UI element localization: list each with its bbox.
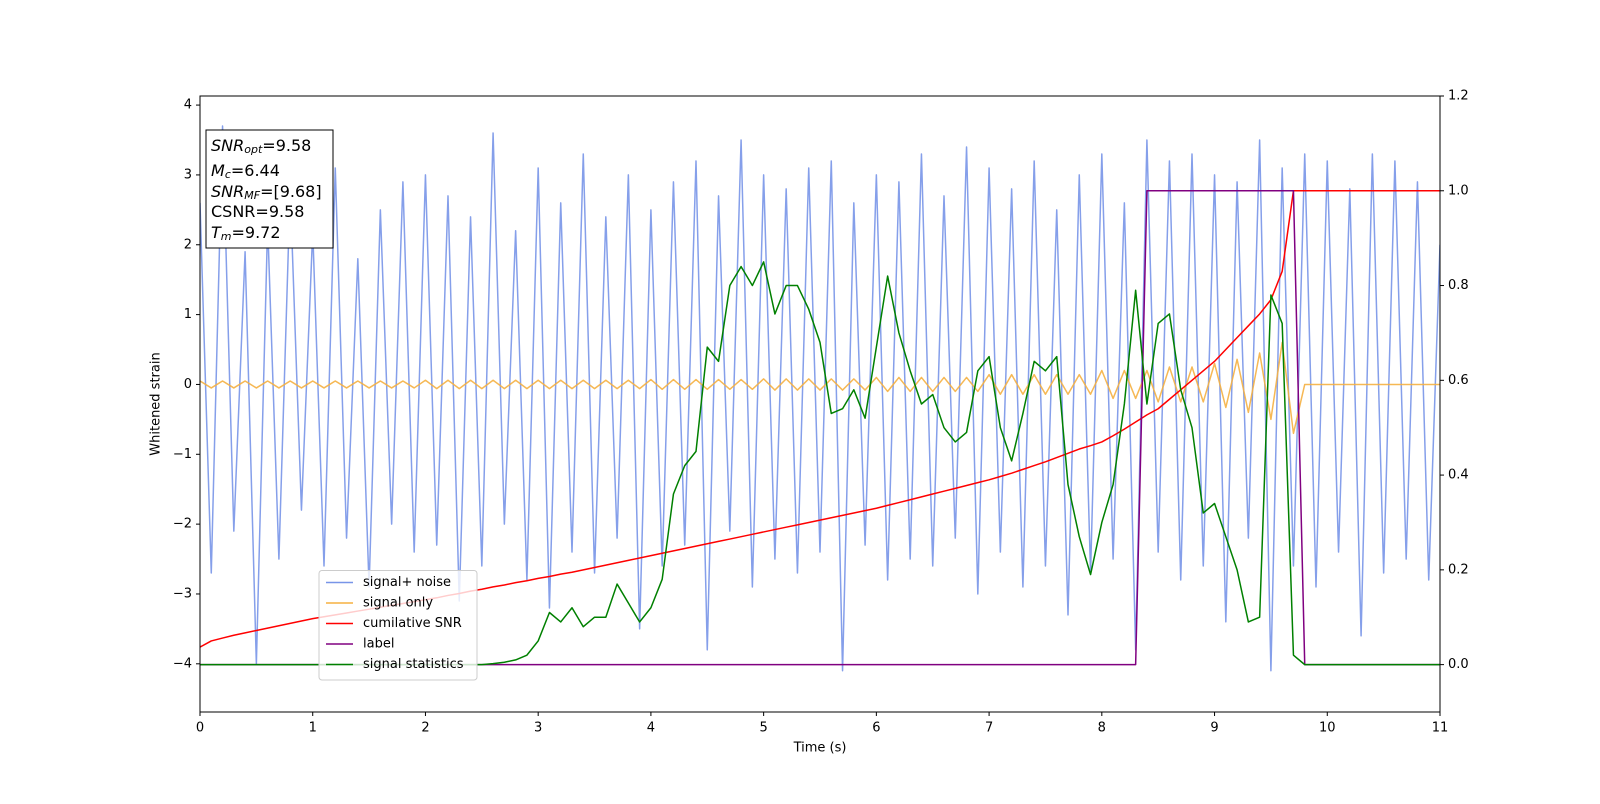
y2-tick-label: 0.0 [1448, 657, 1469, 672]
annotation-part: SNR [211, 182, 244, 201]
y2-tick-label: 0.4 [1448, 468, 1469, 483]
legend-label: signal only [363, 596, 433, 611]
legend: signal+ noise signal only cumilative SNR la… [318, 570, 478, 681]
y-tick-label: 4 [184, 98, 192, 113]
y-tick-label: 0 [184, 377, 192, 392]
y-tick-label: −2 [173, 517, 192, 532]
legend-label: cumilative SNR [363, 616, 462, 631]
legend-box [318, 570, 478, 681]
axes-frame [199, 95, 1441, 713]
annotation-part: T [211, 223, 222, 242]
y2-tick-label: 0.2 [1448, 562, 1469, 577]
annotation-part: m [221, 230, 232, 243]
x-tick-label: 5 [759, 721, 767, 736]
y-tick-label: −1 [173, 447, 192, 462]
legend-label: signal statistics [363, 657, 464, 672]
annotation-part: opt [244, 143, 263, 156]
x-tick-label: 0 [196, 721, 204, 736]
y2-tick-label: 0.8 [1448, 278, 1469, 293]
annotation: SNRopt=9.58Mc=6.44SNRMF=[9.68]CSNR=9.58T… [205, 129, 334, 249]
x-tick-label: 9 [1210, 721, 1218, 736]
annotation-line: CSNR=9.58 [211, 202, 304, 221]
annotation-part: MF [244, 189, 260, 202]
annotation-part: M [211, 161, 225, 180]
series-line [200, 341, 1440, 435]
x-tick-label: 2 [421, 721, 429, 736]
annotation-part: =6.44 [231, 161, 280, 180]
legend-label: label [363, 637, 394, 652]
x-tick-label: 6 [872, 721, 880, 736]
annotation-line: SNRopt=9.58 [211, 136, 311, 157]
y2-tick-label: 1.0 [1448, 183, 1469, 198]
annotation-line: Tm=9.72 [211, 223, 281, 244]
y2-tick-label: 1.2 [1448, 89, 1469, 104]
y2-tick-label: 0.6 [1448, 373, 1469, 388]
x-tick-label: 3 [534, 721, 542, 736]
x-tick-label: 11 [1432, 721, 1449, 736]
x-tick-label: 1 [309, 721, 317, 736]
x-tick-label: 4 [647, 721, 655, 736]
annotation-line: Mc=6.44 [211, 161, 280, 182]
series-line [200, 125, 1440, 672]
annotation-part: c [225, 168, 231, 181]
x-tick-label: 7 [985, 721, 993, 736]
y-tick-label: −4 [173, 656, 192, 671]
annotation-part: =9.58 [262, 136, 311, 155]
y-tick-label: 1 [184, 307, 192, 322]
x-tick-label: 8 [1098, 721, 1106, 736]
x-axis-label: Time (s) [793, 741, 847, 756]
y-tick-label: −3 [173, 586, 192, 601]
y-tick-label: 2 [184, 237, 192, 252]
y-axis-label: Whitened strain [149, 352, 164, 455]
annotation-part: SNR [211, 136, 244, 155]
annotation-line: SNRMF=[9.68] [211, 182, 322, 203]
annotation-part: =9.72 [232, 223, 281, 242]
annotation-box [205, 129, 334, 249]
x-tick-label: 10 [1319, 721, 1336, 736]
legend-label: signal+ noise [363, 575, 451, 590]
annotation-part: =[9.68] [260, 182, 322, 201]
annotation-part: CSNR=9.58 [211, 202, 304, 221]
y-tick-label: 3 [184, 167, 192, 182]
